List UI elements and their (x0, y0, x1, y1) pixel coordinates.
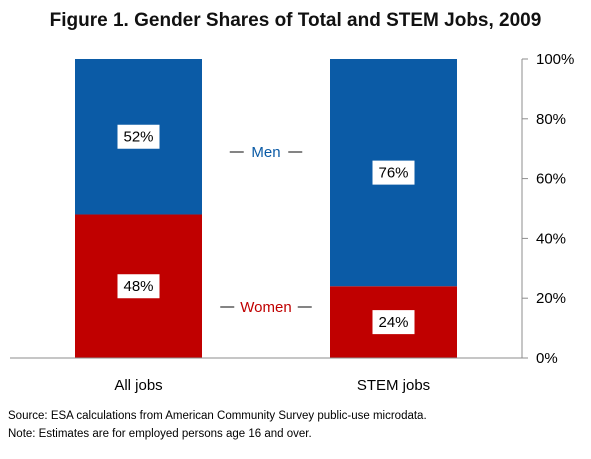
bars-layer: 48% 52% 24% 76% (75, 59, 457, 358)
x-tick-label-stem-jobs: STEM jobs (357, 377, 430, 394)
axes-layer: All jobs STEM jobs 0% 20% 40% 60% 80% 100% (10, 51, 574, 394)
y-tick-label-100: 100% (536, 51, 574, 68)
estimate-note: Note: Estimates are for employed persons… (8, 428, 312, 440)
y-tick-label-60: 60% (536, 171, 566, 188)
y-tick-label-20: 20% (536, 290, 566, 307)
y-tick-label-40: 40% (536, 230, 566, 247)
data-label-box-men-all-jobs (117, 124, 160, 149)
source-note: Source: ESA calculations from American C… (8, 410, 427, 422)
data-label-box-women-stem-jobs (372, 310, 415, 335)
data-label-box-women-all-jobs (117, 274, 160, 299)
x-tick-label-all-jobs: All jobs (114, 377, 162, 394)
legend-label-men: Men (251, 144, 280, 161)
data-label-box-men-stem-jobs (372, 160, 415, 185)
legend-label-women: Women (240, 299, 291, 316)
data-label-women-all-jobs: 48% (123, 278, 153, 295)
y-tick-label-80: 80% (536, 111, 566, 128)
chart-plot: 48% 52% 24% 76% All jobs STEM jobs 0% 20% 40% 60… (10, 51, 574, 394)
legend-layer: Women Men (220, 144, 312, 316)
data-label-men-all-jobs: 52% (123, 129, 153, 146)
data-label-men-stem-jobs: 76% (378, 165, 408, 182)
chart-title: Figure 1. Gender Shares of Total and STE… (49, 10, 542, 31)
data-label-women-stem-jobs: 24% (378, 314, 408, 331)
y-tick-label-0: 0% (536, 350, 558, 367)
